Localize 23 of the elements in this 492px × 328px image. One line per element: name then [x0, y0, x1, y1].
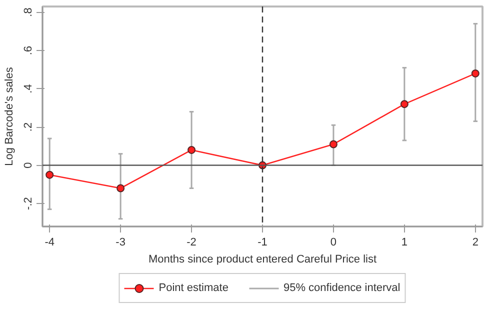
x-tick-label: -2: [186, 236, 196, 248]
x-tick-label: 2: [472, 236, 478, 248]
y-tick-label: .2: [22, 122, 34, 132]
x-tick-label: -1: [258, 236, 268, 248]
point: [329, 140, 338, 148]
x-tick-label: 0: [330, 236, 337, 248]
point: [400, 100, 408, 108]
y-tick-label: .6: [22, 46, 34, 56]
x-tick-label: -3: [116, 236, 126, 248]
x-tick-label: 1: [401, 236, 408, 248]
text: 95% confidence interval: [283, 282, 400, 294]
y-tick-label: .4: [22, 84, 34, 94]
point: [471, 69, 480, 78]
y-tick-label: 0: [22, 162, 34, 168]
point: [116, 184, 125, 192]
legend-label: Point estimate: [158, 282, 228, 294]
y-tick-label: .8: [22, 8, 34, 17]
y-tick-label: -.2: [22, 197, 34, 210]
y-axis-title: Log Barcode's sales: [4, 66, 16, 166]
point: [188, 146, 196, 154]
point: [46, 170, 54, 179]
x-axis-title: Months since product entered Careful Price list: [148, 254, 377, 266]
x-tick-label: -4: [44, 236, 54, 248]
